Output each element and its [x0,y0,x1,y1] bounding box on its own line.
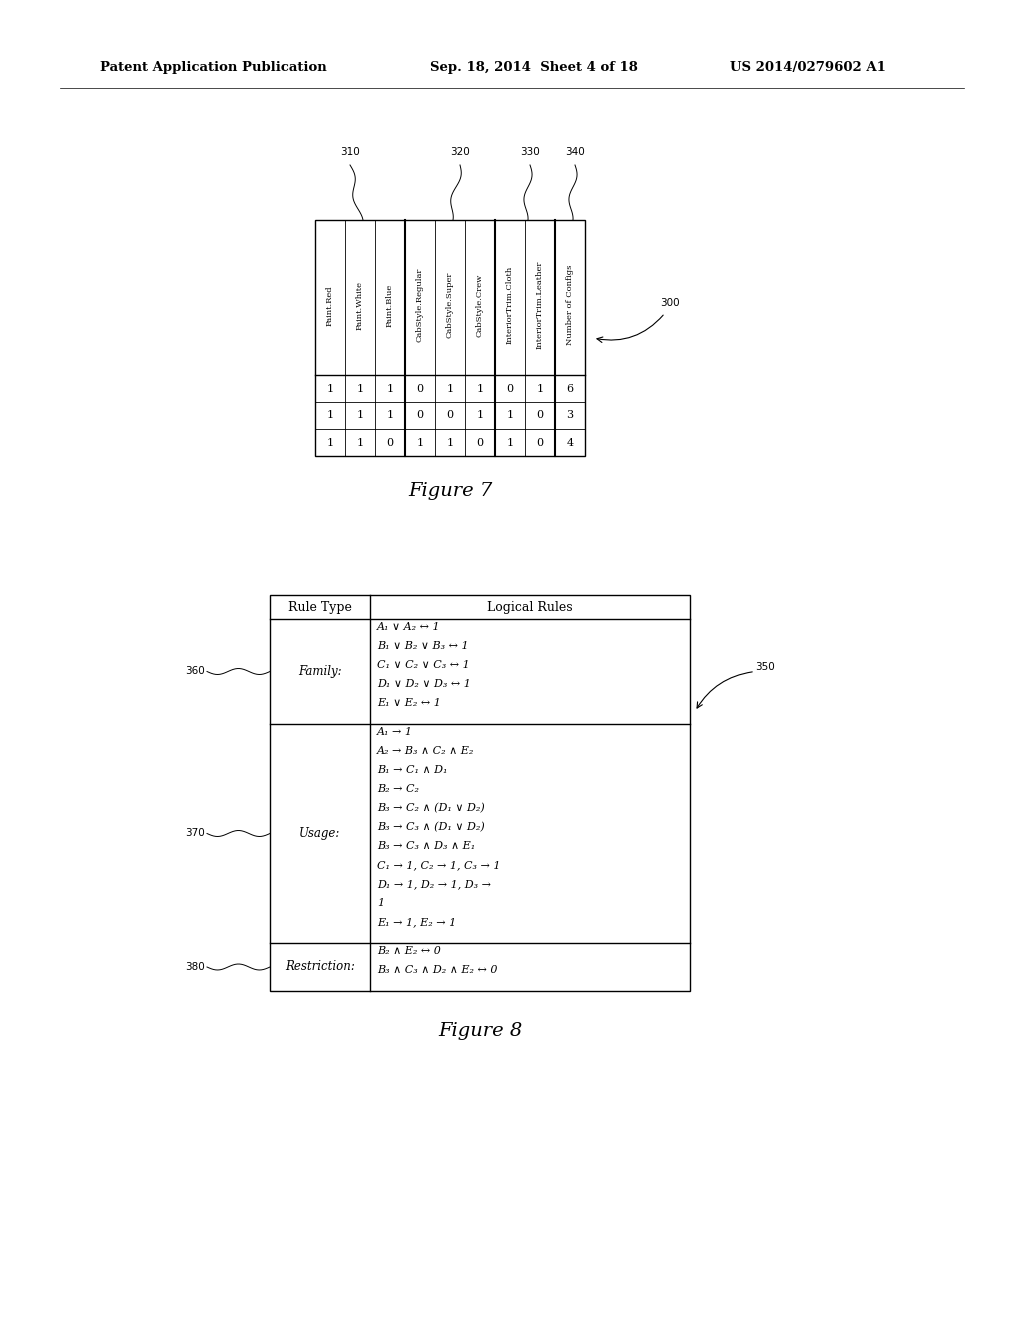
Text: 320: 320 [451,147,470,157]
Text: 0: 0 [537,411,544,421]
Text: B₂ → C₂: B₂ → C₂ [377,784,419,795]
Text: 0: 0 [537,437,544,447]
Text: 0: 0 [446,411,454,421]
Text: Paint.White: Paint.White [356,281,364,330]
Text: Paint.Red: Paint.Red [326,285,334,326]
Text: B₃ → C₃ ∧ (D₁ ∨ D₂): B₃ → C₃ ∧ (D₁ ∨ D₂) [377,822,484,832]
Text: 380: 380 [185,962,205,972]
Text: Patent Application Publication: Patent Application Publication [100,62,327,74]
Text: 1: 1 [327,437,334,447]
Text: Figure 8: Figure 8 [438,1022,522,1040]
Text: InteriorTrim.Leather: InteriorTrim.Leather [536,261,544,350]
Text: 1: 1 [446,437,454,447]
Text: B₃ ∧ C₃ ∧ D₂ ∧ E₂ ↔ 0: B₃ ∧ C₃ ∧ D₂ ∧ E₂ ↔ 0 [377,965,498,975]
Text: 1: 1 [507,411,514,421]
Text: 0: 0 [476,437,483,447]
Text: 1: 1 [356,437,364,447]
Text: 1: 1 [386,384,393,393]
Text: 3: 3 [566,411,573,421]
Text: 340: 340 [565,147,585,157]
Text: CabStyle.Crew: CabStyle.Crew [476,273,484,337]
Text: Rule Type: Rule Type [288,601,352,614]
Text: B₃ → C₂ ∧ (D₁ ∨ D₂): B₃ → C₂ ∧ (D₁ ∨ D₂) [377,803,484,813]
Text: 1: 1 [356,411,364,421]
Text: 1: 1 [417,437,424,447]
Text: B₁ → C₁ ∧ D₁: B₁ → C₁ ∧ D₁ [377,766,447,775]
Text: 0: 0 [417,384,424,393]
Text: A₂ → B₃ ∧ C₂ ∧ E₂: A₂ → B₃ ∧ C₂ ∧ E₂ [377,746,474,756]
Text: 6: 6 [566,384,573,393]
Text: 0: 0 [417,411,424,421]
Text: C₁ ∨ C₂ ∨ C₃ ↔ 1: C₁ ∨ C₂ ∨ C₃ ↔ 1 [377,660,470,671]
Text: 1: 1 [476,384,483,393]
Text: B₂ ∧ E₂ ↔ 0: B₂ ∧ E₂ ↔ 0 [377,946,441,956]
Text: B₃ → C₃ ∧ D₃ ∧ E₁: B₃ → C₃ ∧ D₃ ∧ E₁ [377,841,475,851]
Text: 370: 370 [185,829,205,838]
Text: US 2014/0279602 A1: US 2014/0279602 A1 [730,62,886,74]
Bar [270,595,690,991]
Text: Sep. 18, 2014  Sheet 4 of 18: Sep. 18, 2014 Sheet 4 of 18 [430,62,638,74]
Text: Usage:: Usage: [299,828,341,840]
Text: 310: 310 [340,147,359,157]
Text: 1: 1 [356,384,364,393]
Text: Paint.Blue: Paint.Blue [386,284,394,327]
Text: 0: 0 [386,437,393,447]
Text: Number of Configs: Number of Configs [566,265,574,346]
Text: 1: 1 [537,384,544,393]
Text: 1: 1 [327,411,334,421]
Text: 1: 1 [446,384,454,393]
Text: InteriorTrim.Cloth: InteriorTrim.Cloth [506,267,514,345]
Text: CabStyle.Regular: CabStyle.Regular [416,268,424,342]
Text: 1: 1 [507,437,514,447]
Text: 0: 0 [507,384,514,393]
Text: A₁ → 1: A₁ → 1 [377,727,413,737]
Text: A₁ ∨ A₂ ↔ 1: A₁ ∨ A₂ ↔ 1 [377,622,440,632]
Text: E₁ → 1, E₂ → 1: E₁ → 1, E₂ → 1 [377,917,457,927]
Text: B₁ ∨ B₂ ∨ B₃ ↔ 1: B₁ ∨ B₂ ∨ B₃ ↔ 1 [377,642,469,651]
Text: D₁ → 1, D₂ → 1, D₃ →: D₁ → 1, D₂ → 1, D₃ → [377,879,490,888]
Text: 350: 350 [755,661,775,672]
Text: 1: 1 [386,411,393,421]
Text: 4: 4 [566,437,573,447]
Text: 1: 1 [476,411,483,421]
Text: Figure 7: Figure 7 [408,482,493,500]
Text: Logical Rules: Logical Rules [487,601,572,614]
Text: Family:: Family: [298,665,342,678]
Text: 1: 1 [377,898,384,908]
Text: 360: 360 [185,667,205,676]
Text: E₁ ∨ E₂ ↔ 1: E₁ ∨ E₂ ↔ 1 [377,698,441,708]
Text: 1: 1 [327,384,334,393]
Text: C₁ → 1, C₂ → 1, C₃ → 1: C₁ → 1, C₂ → 1, C₃ → 1 [377,861,501,870]
Text: 300: 300 [660,298,680,308]
Text: 330: 330 [520,147,540,157]
Text: Restriction:: Restriction: [285,961,355,974]
Text: D₁ ∨ D₂ ∨ D₃ ↔ 1: D₁ ∨ D₂ ∨ D₃ ↔ 1 [377,678,471,689]
Text: CabStyle.Super: CabStyle.Super [446,272,454,338]
Bar [315,220,585,455]
